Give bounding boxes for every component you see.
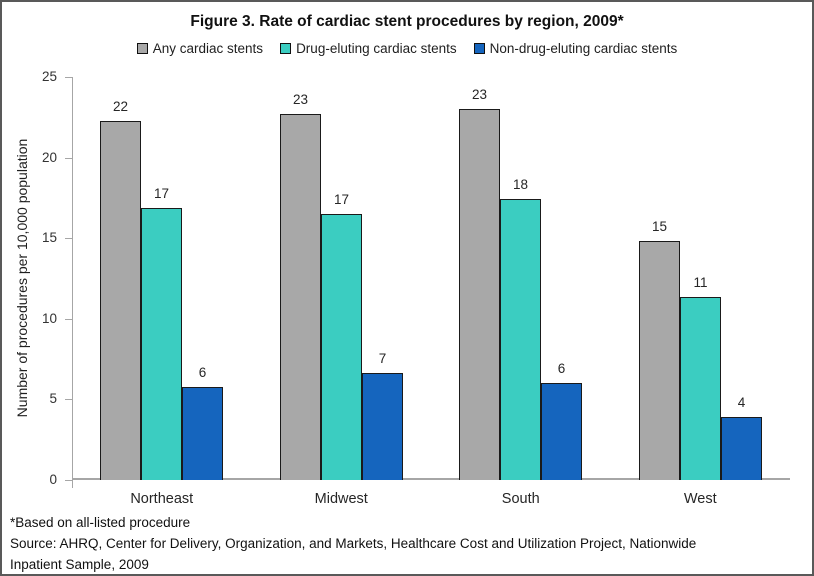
footnote-asterisk: *Based on all-listed procedure <box>10 515 191 530</box>
footnote-source-line-1: Source: AHRQ, Center for Delivery, Organ… <box>10 536 697 551</box>
bar-value-label: 4 <box>737 395 746 410</box>
legend-swatch-icon <box>473 43 485 54</box>
y-tick-mark <box>65 238 72 240</box>
y-tick-mark <box>65 157 72 159</box>
bar-northeast-series-2 <box>141 208 182 480</box>
y-tick-mark <box>65 399 72 401</box>
y-axis-title: Number of procedures per 10,000 populati… <box>14 138 30 418</box>
y-axis-line <box>72 77 73 488</box>
chart-legend: Any cardiac stents Drug-eluting cardiac s… <box>2 41 812 56</box>
y-tick-label: 5 <box>49 391 57 407</box>
legend-label: Any cardiac stents <box>152 41 264 56</box>
bar-value-label: 15 <box>651 219 668 234</box>
bar-west-series-2 <box>680 297 721 480</box>
bar-midwest-series-1 <box>280 114 321 480</box>
y-tick-mark <box>65 480 72 481</box>
bar-northeast-series-1 <box>100 121 141 480</box>
legend-label: Non-drug-eluting cardiac stents <box>489 41 678 56</box>
bar-value-label: 6 <box>557 361 566 376</box>
bar-value-label: 23 <box>471 87 488 102</box>
x-axis-line <box>72 478 790 480</box>
y-tick-label: 20 <box>41 149 57 165</box>
bar-value-label: 6 <box>198 365 207 380</box>
bar-value-label: 23 <box>292 92 309 107</box>
y-tick-mark <box>65 318 72 320</box>
legend-item: Non-drug-eluting cardiac stents <box>473 41 678 56</box>
bar-south-series-3 <box>541 383 582 480</box>
y-tick-label: 0 <box>49 472 57 487</box>
bar-value-label: 18 <box>512 177 529 192</box>
legend-swatch-icon <box>280 43 292 54</box>
legend-label: Drug-eluting cardiac stents <box>296 41 457 56</box>
footnote-source-line-2: Inpatient Sample, 2009 <box>10 557 149 572</box>
bar-midwest-series-3 <box>362 373 403 480</box>
legend-swatch-icon <box>136 43 148 54</box>
bar-value-label: 11 <box>693 275 708 290</box>
bar-value-label: 22 <box>112 99 129 114</box>
bar-value-label: 17 <box>333 192 350 207</box>
bar-northeast-series-3 <box>182 387 223 480</box>
bar-west-series-3 <box>721 417 762 480</box>
legend-item: Drug-eluting cardiac stents <box>280 41 457 56</box>
bar-south-series-1 <box>459 109 500 480</box>
bar-west-series-1 <box>639 241 680 480</box>
y-tick-mark <box>65 77 72 78</box>
x-axis-category-label: Northeast <box>130 491 194 507</box>
x-axis-category-label: Midwest <box>314 491 368 507</box>
bar-midwest-series-2 <box>321 214 362 480</box>
bar-value-label: 7 <box>378 351 387 366</box>
y-tick-label: 15 <box>41 230 57 246</box>
bar-south-series-2 <box>500 199 541 480</box>
bar-value-label: 17 <box>153 186 170 201</box>
y-tick-label: 25 <box>41 69 57 84</box>
x-axis-category-label: South <box>501 491 540 507</box>
x-axis-category-label: West <box>683 491 717 507</box>
y-tick-label: 10 <box>41 310 57 326</box>
footnotes: *Based on all-listed procedure Source: A… <box>10 512 697 574</box>
chart-title: Figure 3. Rate of cardiac stent procedur… <box>190 13 624 30</box>
legend-item: Any cardiac stents <box>136 41 264 56</box>
